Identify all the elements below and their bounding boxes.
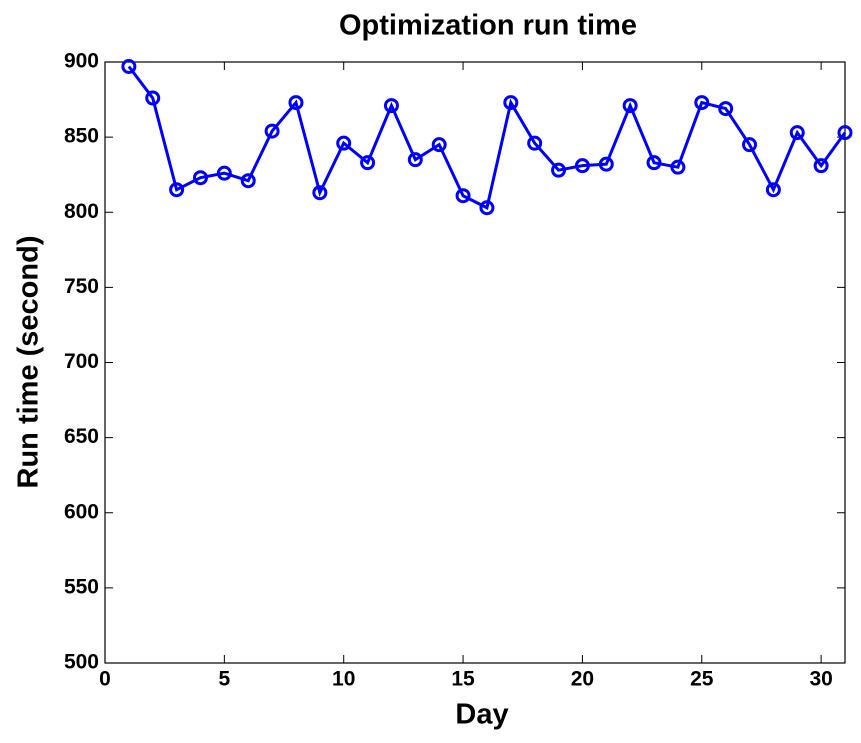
data-point [455, 188, 471, 204]
y-tick-label: 800 [64, 200, 99, 223]
data-point [264, 123, 280, 139]
x-tick-label: 5 [219, 668, 231, 691]
data-point [718, 101, 734, 117]
y-tick-label: 750 [64, 275, 99, 298]
data-point [646, 155, 662, 171]
y-tick-label: 550 [64, 575, 99, 598]
data-point [431, 137, 447, 153]
data-point [598, 156, 614, 172]
data-point [789, 125, 805, 141]
data-point [574, 158, 590, 174]
data-point [622, 98, 638, 114]
data-point [527, 135, 543, 151]
data-point [694, 95, 710, 111]
data-point [145, 90, 161, 106]
y-tick-label: 500 [64, 651, 99, 674]
data-point [192, 170, 208, 186]
data-point [813, 158, 829, 174]
chart-title: Optimization run time [339, 10, 637, 42]
data-point [169, 182, 185, 198]
x-tick-label: 0 [99, 668, 111, 691]
y-tick-label: 600 [64, 500, 99, 523]
data-point [360, 155, 376, 171]
data-point [121, 59, 137, 75]
data-point [383, 98, 399, 114]
data-point [336, 135, 352, 151]
data-point [837, 125, 853, 141]
data-line [127, 65, 847, 210]
data-point [503, 95, 519, 111]
data-point [765, 182, 781, 198]
data-point [551, 162, 567, 178]
x-axis-label: Day [455, 699, 508, 731]
x-tick-label: 15 [451, 668, 475, 691]
data-point [216, 165, 232, 181]
plot-area [104, 61, 846, 664]
data-point [479, 200, 495, 216]
data-point [288, 95, 304, 111]
data-point [670, 159, 686, 175]
data-point [407, 152, 423, 168]
data-point [742, 137, 758, 153]
x-tick-label: 20 [571, 668, 594, 691]
y-tick-label: 700 [64, 350, 99, 373]
y-tick-label: 650 [64, 425, 99, 448]
data-point [312, 185, 328, 201]
data-point [240, 173, 256, 189]
y-tick-label: 900 [64, 50, 99, 73]
y-tick-label: 850 [64, 125, 99, 148]
x-tick-label: 10 [332, 668, 355, 691]
x-tick-label: 30 [809, 668, 832, 691]
y-axis-label: Run time (second) [13, 236, 45, 489]
x-tick-label: 25 [690, 668, 714, 691]
